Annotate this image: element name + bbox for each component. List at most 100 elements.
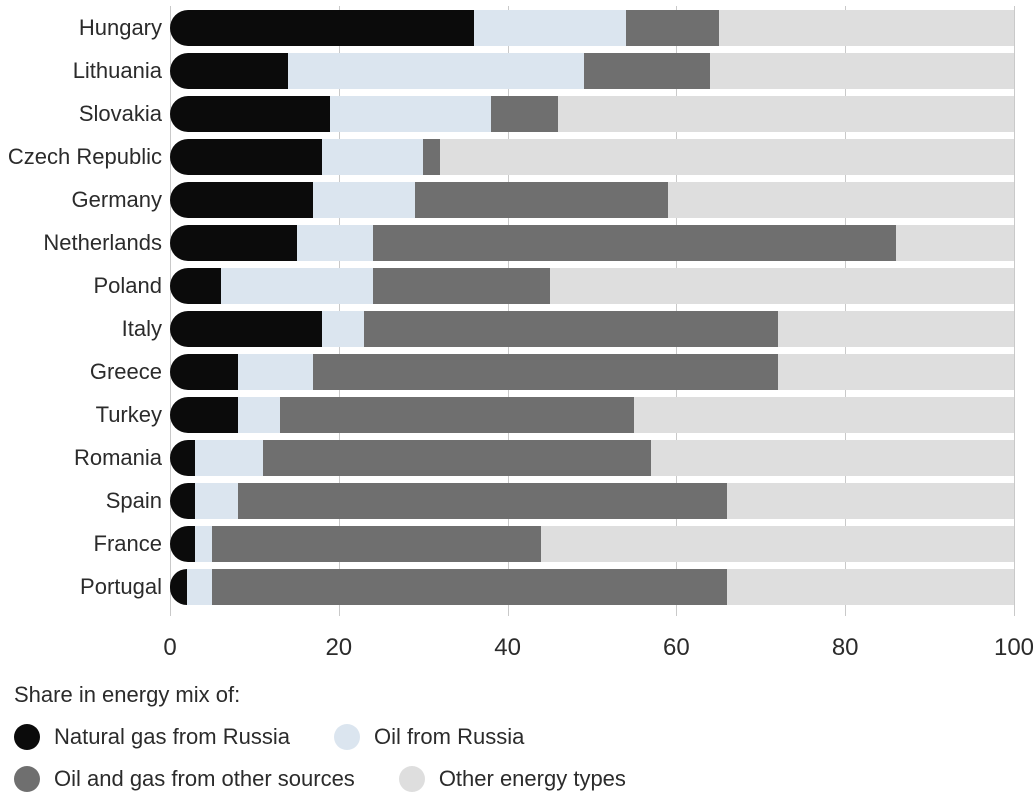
- y-tick-label: Spain: [106, 490, 162, 512]
- x-tick-label: 40: [494, 634, 521, 662]
- bar-row: [170, 440, 1014, 476]
- legend-items: Natural gas from Russia Oil from Russia Oi…: [14, 724, 1014, 792]
- y-tick-label: Czech Republic: [8, 146, 162, 168]
- x-tick-label: 100: [994, 634, 1034, 662]
- bar-segment-gas_russia: [170, 182, 313, 218]
- bar-segment-oil_russia: [330, 96, 490, 132]
- bar-segment-other_hydro: [373, 225, 896, 261]
- legend-row: Natural gas from Russia Oil from Russia: [14, 724, 1014, 750]
- x-tick-label: 60: [663, 634, 690, 662]
- bar-segment-other: [719, 10, 1014, 46]
- legend-item-other: Other energy types: [399, 766, 626, 792]
- x-tick-label: 80: [832, 634, 859, 662]
- energy-mix-chart: HungaryLithuaniaSlovakiaCzech RepublicGe…: [0, 0, 1034, 788]
- y-tick-label: Poland: [93, 275, 162, 297]
- legend: Share in energy mix of: Natural gas from…: [14, 682, 1014, 808]
- y-tick-label: Hungary: [79, 17, 162, 39]
- bar-segment-other: [896, 225, 1014, 261]
- bar-row: [170, 483, 1014, 519]
- gridline: [1014, 6, 1015, 616]
- bar-segment-gas_russia: [170, 569, 187, 605]
- bar-segment-other_hydro: [491, 96, 559, 132]
- bar-segment-gas_russia: [170, 526, 195, 562]
- bar-segment-other: [668, 182, 1014, 218]
- legend-label: Other energy types: [439, 766, 626, 792]
- bar-row: [170, 225, 1014, 261]
- bar-segment-other_hydro: [584, 53, 711, 89]
- bar-row: [170, 53, 1014, 89]
- legend-item-other_hydro: Oil and gas from other sources: [14, 766, 355, 792]
- bar-segment-other: [778, 311, 1014, 347]
- legend-swatch: [14, 724, 40, 750]
- bar-segment-gas_russia: [170, 483, 195, 519]
- bar-segment-oil_russia: [238, 354, 314, 390]
- bar-segment-gas_russia: [170, 139, 322, 175]
- bar-segment-gas_russia: [170, 354, 238, 390]
- bar-segment-oil_russia: [195, 440, 263, 476]
- bar-segment-other_hydro: [415, 182, 668, 218]
- y-tick-label: Slovakia: [79, 103, 162, 125]
- plot-area: [170, 6, 1014, 616]
- bar-segment-gas_russia: [170, 225, 297, 261]
- bar-segment-gas_russia: [170, 53, 288, 89]
- legend-label: Oil from Russia: [374, 724, 524, 750]
- legend-label: Oil and gas from other sources: [54, 766, 355, 792]
- bar-row: [170, 182, 1014, 218]
- bar-row: [170, 268, 1014, 304]
- y-tick-label: Greece: [90, 361, 162, 383]
- bar-segment-oil_russia: [288, 53, 583, 89]
- bar-segment-other_hydro: [212, 569, 727, 605]
- bar-row: [170, 569, 1014, 605]
- bar-segment-other_hydro: [423, 139, 440, 175]
- legend-swatch: [334, 724, 360, 750]
- legend-row: Oil and gas from other sources Other ener…: [14, 766, 1014, 792]
- y-tick-label: Romania: [74, 447, 162, 469]
- bar-segment-gas_russia: [170, 397, 238, 433]
- legend-item-gas_russia: Natural gas from Russia: [14, 724, 290, 750]
- bar-row: [170, 354, 1014, 390]
- y-tick-label: Germany: [72, 189, 162, 211]
- bar-row: [170, 96, 1014, 132]
- bar-segment-oil_russia: [187, 569, 212, 605]
- bar-segment-other: [558, 96, 1014, 132]
- bar-segment-other: [440, 139, 1014, 175]
- bar-row: [170, 139, 1014, 175]
- x-tick-label: 20: [325, 634, 352, 662]
- bar-segment-other_hydro: [364, 311, 778, 347]
- bar-row: [170, 10, 1014, 46]
- bar-segment-other: [541, 526, 1014, 562]
- bar-segment-other_hydro: [313, 354, 777, 390]
- bar-segment-oil_russia: [238, 397, 280, 433]
- bar-segment-other: [778, 354, 1014, 390]
- legend-label: Natural gas from Russia: [54, 724, 290, 750]
- bar-segment-oil_russia: [474, 10, 626, 46]
- bar-segment-oil_russia: [297, 225, 373, 261]
- bar-segment-gas_russia: [170, 96, 330, 132]
- bar-segment-other: [727, 569, 1014, 605]
- bar-segment-oil_russia: [322, 139, 423, 175]
- bar-row: [170, 526, 1014, 562]
- bar-segment-oil_russia: [322, 311, 364, 347]
- legend-swatch: [14, 766, 40, 792]
- bar-segment-other: [710, 53, 1014, 89]
- y-tick-label: Turkey: [96, 404, 162, 426]
- bar-segment-oil_russia: [195, 483, 237, 519]
- bar-segment-other_hydro: [626, 10, 719, 46]
- x-axis-labels: 020406080100: [170, 630, 1014, 670]
- bar-segment-gas_russia: [170, 268, 221, 304]
- legend-title: Share in energy mix of:: [14, 682, 1014, 708]
- bar-segment-oil_russia: [313, 182, 414, 218]
- bar-segment-oil_russia: [195, 526, 212, 562]
- bar-segment-other: [651, 440, 1014, 476]
- legend-swatch: [399, 766, 425, 792]
- y-tick-label: France: [94, 533, 162, 555]
- y-tick-label: Netherlands: [43, 232, 162, 254]
- bar-segment-other_hydro: [238, 483, 728, 519]
- bar-segment-other_hydro: [373, 268, 550, 304]
- y-axis-labels: HungaryLithuaniaSlovakiaCzech RepublicGe…: [0, 6, 162, 616]
- bar-segment-other: [634, 397, 1014, 433]
- x-tick-label: 0: [163, 634, 176, 662]
- bar-segment-other: [550, 268, 1014, 304]
- bar-row: [170, 397, 1014, 433]
- bar-segment-gas_russia: [170, 311, 322, 347]
